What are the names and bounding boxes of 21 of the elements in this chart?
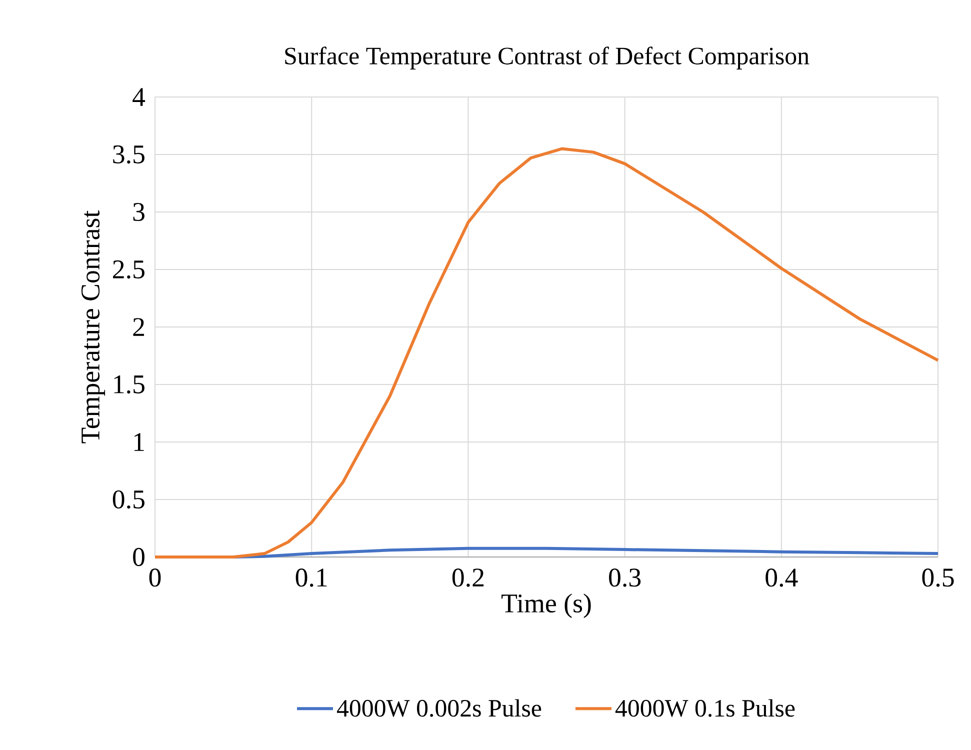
legend-label: 4000W 0.002s Pulse [336,699,542,717]
line-series [154,147,940,558]
y-tick-label: 2 [133,318,144,336]
x-tick-label: 0.3 [609,568,641,587]
legend-label: 4000W 0.1s Pulse [615,699,795,717]
x-tick-label: 0.1 [296,568,327,587]
x-tick-label: 0.5 [922,568,954,587]
y-tick-label: 3.5 [113,145,144,164]
x-tick-label: 0 [149,568,161,587]
y-axis-title: Temperature Contrast [81,210,106,444]
x-tick-label: 0.2 [452,568,484,587]
x-axis-title: Time (s) [502,594,591,618]
y-tick-label: 3 [133,202,144,222]
chart-title: Surface Temperature Contrast of Defect Comparison [285,46,810,70]
y-tick-label: 2.5 [113,260,144,279]
y-tick-label: 0 [133,548,144,566]
y-tick-label: 1 [134,433,144,451]
y-tick-label: 0.5 [112,490,144,509]
x-tick-label: 0.4 [766,568,798,587]
y-tick-label: 4 [132,88,146,106]
y-tick-label: 1.5 [114,375,144,394]
